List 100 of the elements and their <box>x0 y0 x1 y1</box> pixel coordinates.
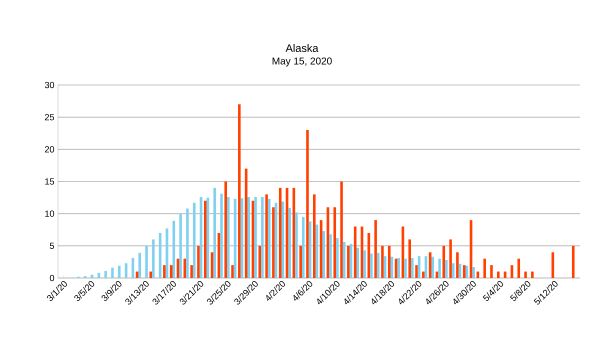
bar <box>176 258 180 278</box>
bar <box>374 220 377 278</box>
bar <box>104 270 107 278</box>
bar <box>186 208 189 278</box>
bar <box>231 265 234 278</box>
bar <box>370 254 373 278</box>
bar <box>210 252 214 278</box>
bar <box>326 207 330 278</box>
bar <box>322 231 326 278</box>
bar <box>363 250 366 278</box>
bar <box>306 130 309 278</box>
bar <box>282 201 284 278</box>
bar <box>404 258 407 278</box>
bar <box>456 252 459 278</box>
bar <box>192 202 196 278</box>
y-tick-label: 5 <box>50 242 54 249</box>
bar <box>438 258 441 278</box>
bar <box>329 234 332 278</box>
bar <box>200 196 202 278</box>
bar <box>424 256 428 278</box>
bar <box>238 104 241 278</box>
bar <box>197 246 200 278</box>
bar <box>472 267 475 278</box>
bar <box>381 246 384 278</box>
bar <box>316 224 318 278</box>
bar <box>184 258 186 278</box>
bar <box>342 242 346 278</box>
bar <box>163 265 166 278</box>
bar <box>368 232 370 278</box>
bar <box>347 246 350 278</box>
bar <box>179 214 182 278</box>
bar <box>458 264 462 278</box>
bar <box>442 246 446 278</box>
bar <box>295 212 298 278</box>
bar <box>227 196 230 278</box>
bar <box>118 266 121 278</box>
bar <box>299 246 302 278</box>
bar <box>462 265 466 278</box>
bar <box>204 200 207 278</box>
bar <box>247 196 250 278</box>
bar <box>466 266 468 278</box>
bar <box>531 272 534 278</box>
bar <box>166 228 168 278</box>
bar <box>224 182 228 278</box>
bar <box>136 272 138 278</box>
bar <box>268 198 270 278</box>
y-tick-label: 20 <box>44 146 54 153</box>
bar <box>274 202 278 278</box>
bar <box>524 272 527 278</box>
bar <box>354 226 356 278</box>
bar <box>213 188 216 278</box>
bar <box>452 263 454 278</box>
bar <box>320 220 322 278</box>
bar <box>272 207 275 278</box>
bar <box>286 188 288 278</box>
bar <box>470 220 472 278</box>
bar <box>132 258 134 278</box>
y-tick-label: 25 <box>44 114 54 120</box>
bar <box>206 198 210 278</box>
bar <box>158 232 162 278</box>
bar <box>449 239 452 278</box>
bar <box>552 252 554 278</box>
bar <box>336 238 339 278</box>
bar <box>308 221 312 278</box>
bar <box>422 272 425 278</box>
bar <box>252 200 254 278</box>
bar <box>149 272 152 278</box>
bar <box>394 258 398 278</box>
bar <box>138 252 142 278</box>
bar <box>390 256 394 278</box>
bar <box>170 265 172 278</box>
bar <box>408 239 412 278</box>
bar <box>415 265 418 278</box>
bar <box>431 256 434 278</box>
bar <box>234 198 236 278</box>
bar <box>292 188 296 278</box>
bar <box>418 256 420 278</box>
bar <box>428 252 432 278</box>
bar <box>496 272 500 278</box>
bar <box>254 196 257 278</box>
y-tick-label: 0 <box>50 274 54 282</box>
bar <box>402 226 404 278</box>
bar <box>302 216 305 278</box>
bar <box>220 194 223 278</box>
bar <box>265 194 268 278</box>
bar <box>145 246 148 278</box>
bar <box>172 220 176 278</box>
bar <box>111 268 114 278</box>
bar <box>98 272 100 278</box>
chart-subtitle: May 15, 2020 <box>272 57 332 67</box>
y-tick-label: 15 <box>45 178 54 185</box>
bar <box>504 272 506 278</box>
bar <box>90 274 94 278</box>
bar <box>476 272 480 278</box>
bar <box>278 188 282 278</box>
bar <box>510 265 514 278</box>
y-tick-label: 10 <box>45 210 54 217</box>
bar <box>240 198 244 278</box>
bar <box>397 258 400 278</box>
bar <box>384 256 386 278</box>
